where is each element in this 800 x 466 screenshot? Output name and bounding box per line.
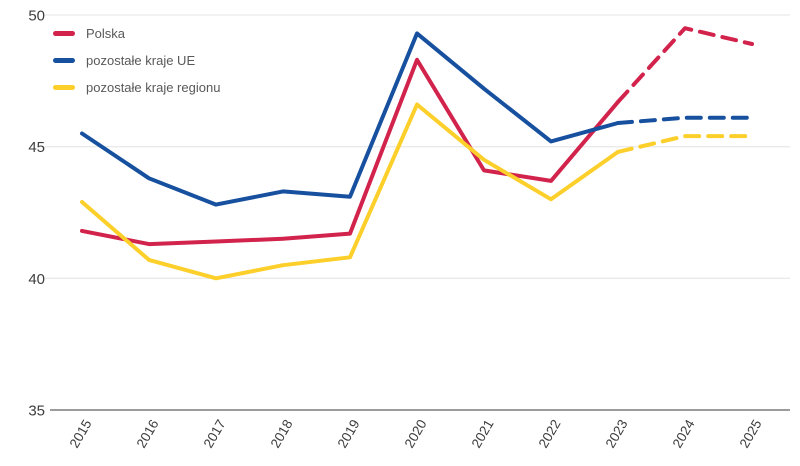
series-line-pozosta-e-kraje-regionu-dashed [616, 134, 754, 154]
x-tick-label-2016: 2016 [134, 417, 162, 451]
legend-item-pozostale-kraje-regionu: pozostałe kraje regionu [53, 78, 220, 96]
legend-swatch-polska-icon [53, 30, 75, 36]
x-tick-label-2025: 2025 [737, 417, 765, 451]
y-tick-label-35: 35 [28, 403, 45, 420]
series-line-polska-solid [80, 57, 620, 247]
x-tick-label-2019: 2019 [335, 417, 363, 451]
series-line-pozosta-e-kraje-ue-solid [80, 31, 620, 207]
x-tick-label-2022: 2022 [536, 417, 564, 451]
series-line-pozosta-e-kraje-ue-dashed [616, 115, 754, 125]
y-tick-label-50: 50 [28, 8, 45, 25]
legend-label-polska: Polska [86, 25, 126, 41]
x-tick-label-2024: 2024 [670, 417, 698, 451]
legend-swatch-regionu-icon [53, 84, 75, 90]
series-line-polska-dashed [616, 26, 754, 104]
x-tick-label-2020: 2020 [402, 417, 430, 451]
legend-label-pozostale-kraje-ue: pozostałe kraje UE [86, 52, 196, 68]
y-tick-label-45: 45 [28, 139, 45, 156]
x-tick-label-2015: 2015 [67, 417, 95, 451]
x-tick-label-2017: 2017 [201, 417, 229, 451]
series-line-pozosta-e-kraje-regionu-solid [80, 102, 620, 281]
x-tick-label-2018: 2018 [268, 417, 296, 451]
legend-item-pozostale-kraje-ue: pozostałe kraje UE [53, 51, 220, 69]
legend-label-pozostale-kraje-regionu: pozostałe kraje regionu [86, 79, 221, 95]
x-tick-label-2023: 2023 [603, 417, 631, 451]
x-tick-label-2021: 2021 [469, 417, 497, 451]
y-tick-label-40: 40 [28, 271, 45, 288]
legend-item-polska: Polska [53, 24, 220, 42]
chart-legend: Polska pozostałe kraje UE pozostałe kraj… [53, 24, 220, 105]
legend-swatch-ue-icon [53, 57, 75, 63]
